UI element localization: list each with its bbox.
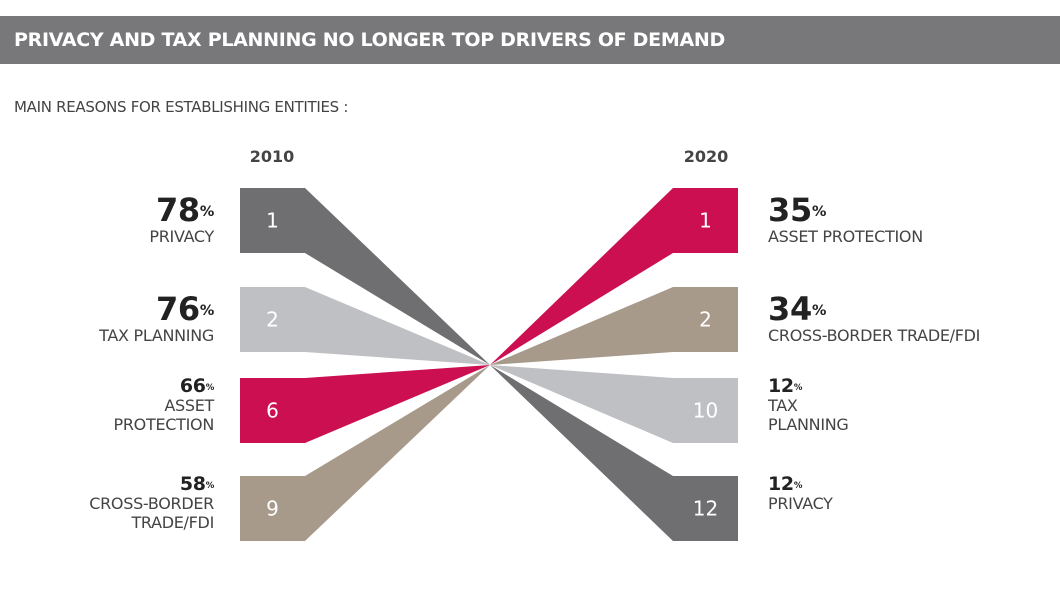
band-cross_border [305, 287, 673, 541]
band-privacy [305, 188, 673, 541]
rank-box-2010-tax_planning [240, 287, 305, 352]
pct-value: 76 [155, 290, 200, 328]
rank-number-2010-tax_planning: 2 [266, 308, 279, 332]
pct-value: 35 [768, 191, 812, 229]
category-label: PRIVACY [768, 494, 833, 513]
label-2010-cross_border: 58% CROSS-BORDER TRADE/FDI [89, 474, 214, 532]
label-2010-tax_planning: 76% TAX PLANNING [99, 292, 214, 345]
pct-sign: % [811, 204, 827, 220]
rank-box-2020-asset_protection [673, 188, 738, 253]
rank-number-2020-asset_protection: 1 [699, 209, 712, 233]
header-bar: PRIVACY AND TAX PLANNING NO LONGER TOP D… [0, 16, 1060, 64]
pct-sign: % [811, 303, 827, 319]
rank-number-2010-cross_border: 9 [266, 497, 279, 521]
year-2020-label: 2020 [683, 147, 729, 166]
rank-box-2010-privacy [240, 188, 305, 253]
rank-number-2020-cross_border: 2 [699, 308, 712, 332]
rank-number-2020-tax_planning: 10 [693, 399, 718, 423]
rank-box-2010-asset_protection [240, 378, 305, 443]
category-label: CROSS-BORDER TRADE/FDI [768, 326, 981, 345]
pct-sign: % [199, 303, 214, 319]
category-label: ASSET PROTECTION [113, 396, 215, 434]
rank-box-2020-privacy [673, 476, 738, 541]
rank-box-2010-cross_border [240, 476, 305, 541]
label-2020-tax_planning: 12% TAX PLANNING [768, 376, 849, 434]
label-2020-cross_border: 34% CROSS-BORDER TRADE/FDI [768, 292, 980, 345]
category-label: PRIVACY [149, 227, 214, 246]
pct-sign: % [793, 481, 803, 491]
pct-value: 12 [768, 375, 794, 397]
pct-sign: % [199, 204, 214, 220]
rank-number-2020-privacy: 12 [693, 497, 718, 521]
pct-value: 58 [179, 473, 206, 495]
label-2010-privacy: 78% PRIVACY [149, 193, 214, 246]
year-2010-label: 2010 [249, 147, 295, 166]
category-label: TAX PLANNING [768, 396, 849, 434]
category-label: CROSS-BORDER TRADE/FDI [89, 494, 214, 532]
category-label: TAX PLANNING [99, 326, 214, 345]
pct-value: 34 [768, 290, 812, 328]
rank-box-2020-cross_border [673, 287, 738, 352]
pct-value: 66 [179, 375, 206, 397]
pct-sign: % [793, 383, 803, 393]
rank-number-2010-privacy: 1 [266, 209, 279, 233]
pct-value: 12 [768, 473, 794, 495]
header-title: PRIVACY AND TAX PLANNING NO LONGER TOP D… [14, 29, 725, 51]
pct-sign: % [205, 383, 215, 393]
pct-sign: % [205, 481, 215, 491]
label-2010-asset_protection: 66% ASSET PROTECTION [113, 375, 215, 434]
category-label: ASSET PROTECTION [768, 227, 923, 246]
label-2020-privacy: 12% PRIVACY [768, 474, 833, 513]
subtitle: MAIN REASONS FOR ESTABLISHING ENTITIES : [14, 98, 349, 116]
label-2020-asset_protection: 35% ASSET PROTECTION [768, 193, 923, 246]
band-tax_planning [305, 287, 673, 443]
rank-box-2020-tax_planning [673, 378, 738, 443]
rank-number-2010-asset_protection: 6 [266, 399, 279, 423]
pct-value: 78 [155, 191, 200, 229]
band-asset_protection [305, 188, 673, 443]
